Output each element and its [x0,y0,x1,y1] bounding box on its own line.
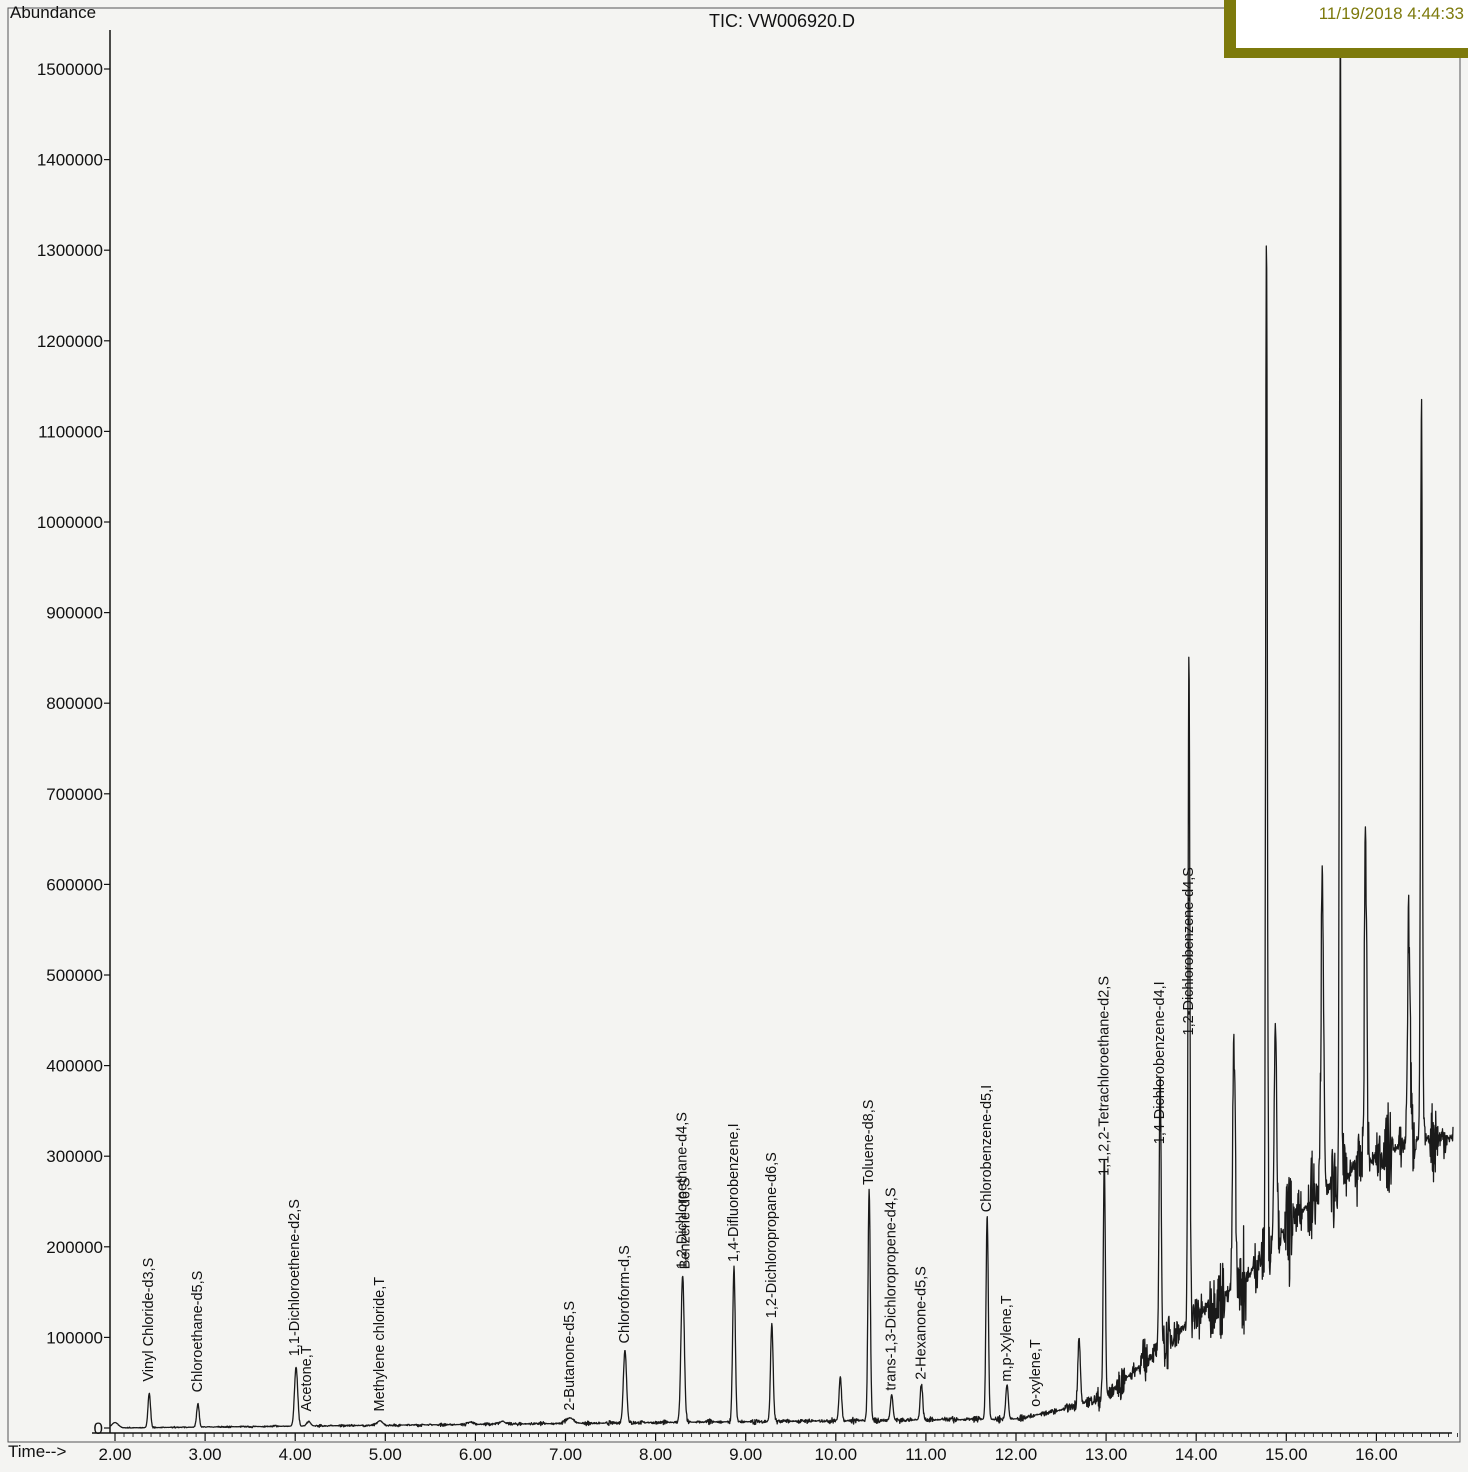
x-tick-label: 12.00 [995,1445,1038,1464]
peak-label: o-xylene,T [1028,1339,1044,1407]
y-tick-label: 300000 [46,1147,103,1166]
x-tick-label: 2.00 [98,1445,131,1464]
y-tick-label: 1400000 [37,151,103,170]
x-tick-label: 10.00 [815,1445,858,1464]
x-tick-label: 4.00 [279,1445,312,1464]
timestamp-stamp: 11/19/2018 4:44:33 [1224,0,1468,58]
tic-trace [109,19,1454,1429]
peak-label: 1,4-Dichlorobenzene-d4,I [1152,981,1168,1144]
peak-label: 1,1,2,2-Tetrachloroethane-d2,S [1096,976,1112,1176]
x-tick-label: 15.00 [1265,1445,1308,1464]
y-tick-label: 1200000 [37,332,103,351]
peak-label: 1,2-Dichloropropane-d6,S [764,1152,780,1318]
x-tick-label: 13.00 [1085,1445,1128,1464]
peak-label: 1,2-Dichloroethane-d4,S [675,1112,691,1269]
x-tick-label: 16.00 [1355,1445,1398,1464]
y-tick-label: 800000 [46,694,103,713]
peak-label: 2-Butanone-d5,S [562,1301,578,1411]
peak-label: 2-Hexanone-d5,S [913,1266,929,1380]
peak-label: Chlorobenzene-d5,I [979,1085,995,1212]
y-tick-label: 600000 [46,875,103,894]
x-tick-label: 9.00 [729,1445,762,1464]
x-tick-label: 7.00 [549,1445,582,1464]
y-tick-label: 700000 [46,785,103,804]
x-tick-label: 8.00 [639,1445,672,1464]
peak-label: trans-1,3-Dichloropropene-d4,S [884,1187,900,1390]
y-tick-label: 200000 [46,1238,103,1257]
x-minor-ticks [114,1433,1458,1437]
peak-label: Vinyl Chloride-d3,S [141,1258,157,1382]
chart-title: TIC: VW006920.D [709,11,855,31]
peak-label: 1,1-Dichloroethene-d2,S [287,1199,303,1356]
x-tick-label: 14.00 [1175,1445,1218,1464]
y-axis-label: Abundance [10,3,96,22]
x-tick-label: 5.00 [369,1445,402,1464]
peak-label: Chloroform-d,S [617,1245,633,1343]
y-ticks: 0 100000 200000 300000 400000 500000 600000 700… [37,60,110,1438]
x-tick-label: 11.00 [905,1445,946,1464]
y-tick-label: 1500000 [37,60,103,79]
x-axis-label: Time--> [8,1442,66,1461]
plot-frame [7,7,1461,1443]
peak-label: Methylene chloride,T [372,1277,388,1412]
peak-label: Chloroethane-d5,S [190,1271,206,1393]
peak-label: 1,4-Difluorobenzene,I [726,1123,742,1262]
peak-label: 1,2-Dichlorobenzene-d4,S [1181,867,1197,1035]
y-tick-label: 900000 [46,604,103,623]
y-tick-label: 1000000 [37,513,103,532]
peak-label: Benzene-d6,S [677,1177,693,1269]
x-tick-label: 6.00 [459,1445,492,1464]
peak-label: Acetone,T [299,1345,315,1411]
y-tick-label: 100000 [46,1328,103,1347]
x-ticks: 2.00 3.00 4.00 5.00 6.00 7.00 8.00 9.00 10.00 11.… [98,1433,1398,1464]
y-tick-label: 400000 [46,1057,103,1076]
y-tick-label: 1100000 [38,422,103,441]
y-tick-label: 1300000 [37,241,103,260]
y-tick-label: 500000 [46,966,103,985]
x-tick-label: 3.00 [189,1445,222,1464]
peak-label: Toluene-d8,S [861,1100,877,1185]
peak-labels: Vinyl Chloride-d3,S Chloroethane-d5,S 1,1-… [141,867,1197,1411]
timestamp-text: 11/19/2018 4:44:33 [1318,4,1464,23]
peak-label: m,p-Xylene,T [999,1295,1015,1381]
y-tick-label: 0 [94,1419,103,1438]
